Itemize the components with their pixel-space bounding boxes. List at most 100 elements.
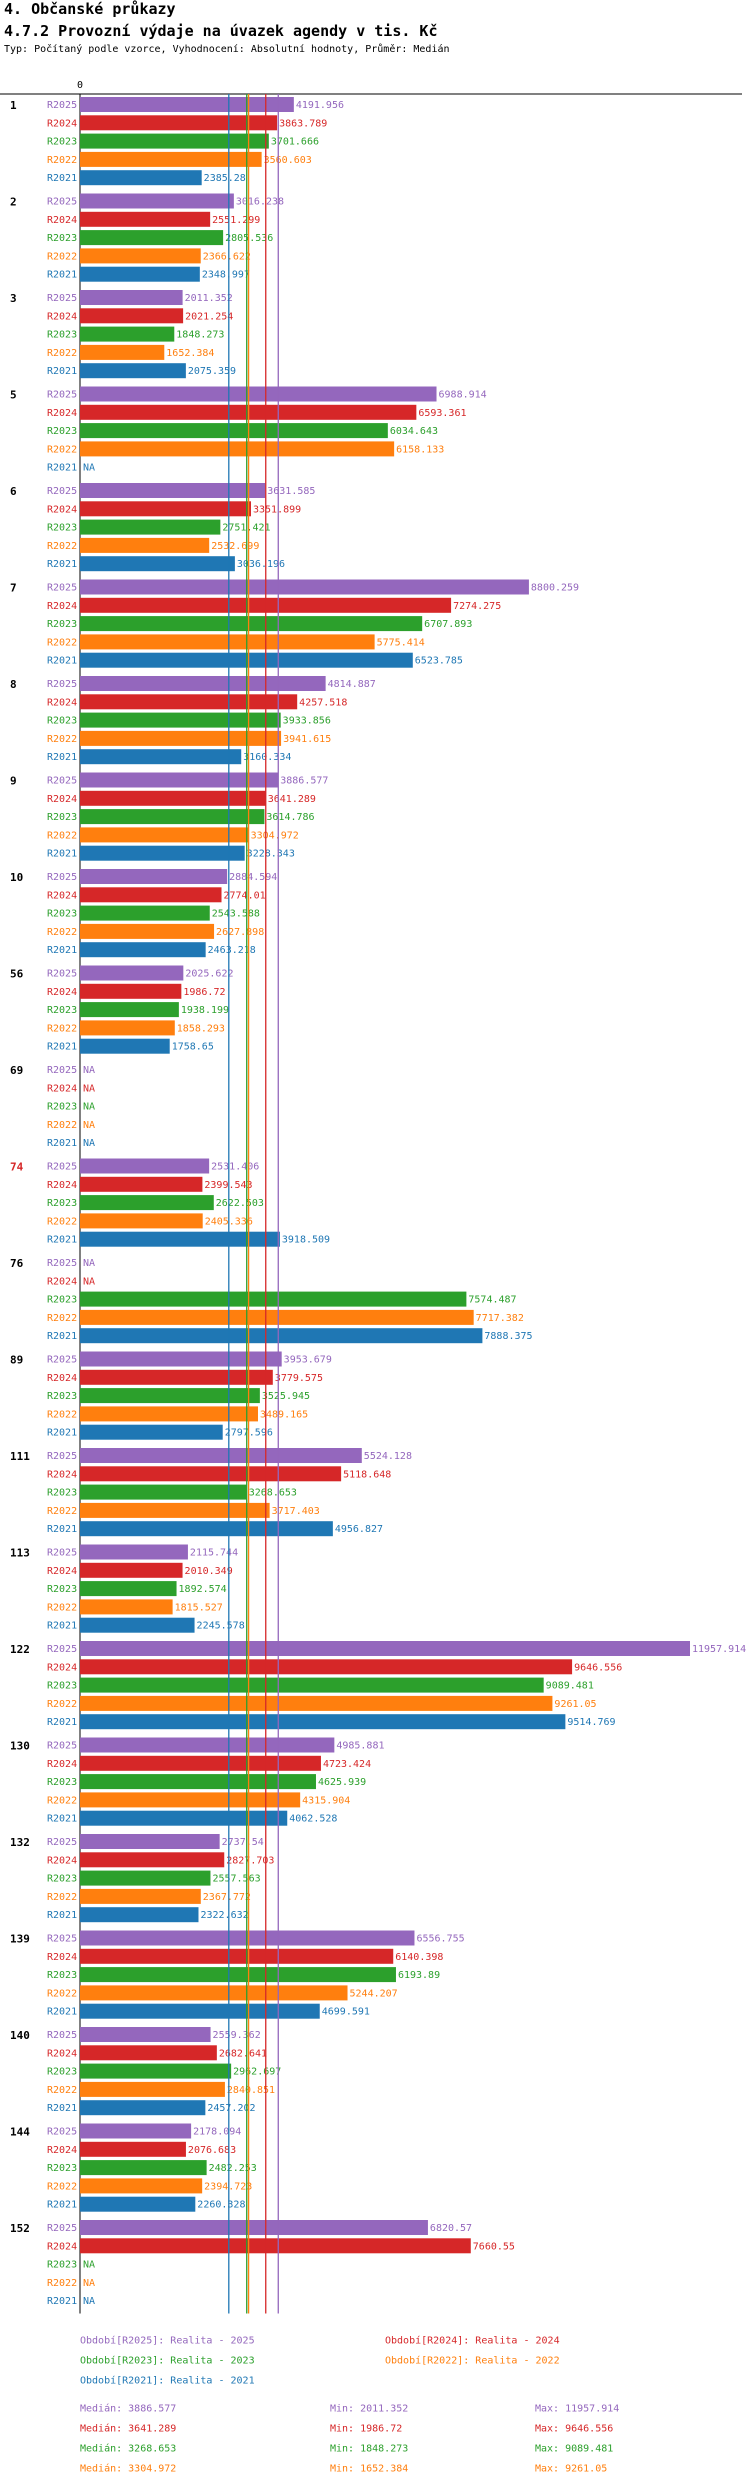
bar [80,1810,288,1826]
data-label: 6523.785 [415,656,463,667]
bar [80,1870,211,1886]
data-label: 7574.487 [468,1295,516,1306]
group-label: 3 [10,292,17,305]
series-label: R2022 [47,2085,77,2096]
data-label: 6140.398 [395,1952,443,1963]
series-label: R2021 [47,1138,77,1149]
bar [80,616,423,632]
bar [80,749,242,765]
data-label: 4062.528 [289,1814,337,1825]
bar [80,2027,211,2042]
series-label: R2023 [47,523,77,534]
series-label: R2024 [47,1083,77,1094]
series-label: R2022 [47,1988,77,1999]
na-label: NA [83,1120,95,1131]
x-axis-zero-label: 0 [77,80,83,91]
data-label: 2482.253 [209,2163,257,2174]
na-label: NA [83,1065,95,1076]
data-label: 1758.65 [172,1042,214,1053]
bar [80,1544,188,1560]
data-label: 3525.945 [262,1391,310,1402]
series-label: R2025 [47,1741,77,1752]
data-label: 2322.632 [200,1910,248,1921]
series-label: R2025 [47,2030,77,2041]
bar [80,1907,199,1923]
data-label: 3863.789 [279,118,327,129]
data-label: 5524.128 [364,1451,412,1462]
data-label: 2737.54 [222,1837,264,1848]
na-label: NA [83,1258,95,1269]
na-label: NA [83,1102,95,1113]
group-label: 144 [10,2126,30,2139]
bar [80,1714,566,1730]
series-label: R2023 [47,1874,77,1885]
legend-median: Medián: 3268.653 [80,2443,176,2455]
data-label: 4723.424 [323,1759,371,1770]
data-label: 9261.05 [554,1699,596,1710]
series-label: R2023 [47,2067,77,2078]
bar [80,1406,258,1422]
na-label: NA [83,1138,95,1149]
group-label: 2 [10,196,17,209]
data-label: 2543.588 [212,909,260,920]
series-label: R2025 [47,1355,77,1366]
data-label: 2260.328 [197,2200,245,2211]
bar [80,2081,225,2097]
bar [80,1291,467,1307]
bar [80,483,266,498]
bar [80,1737,335,1753]
bar [80,1755,321,1771]
series-label: R2023 [47,619,77,630]
bar [80,1948,394,1964]
bar [80,2238,471,2254]
bar [80,1599,173,1615]
legend-max: Max: 11957.914 [535,2404,619,2415]
bar [80,248,201,264]
series-label: R2024 [47,1180,77,1191]
data-label: 1848.273 [176,330,224,341]
data-label: 6158.133 [396,444,444,455]
bar [80,923,215,939]
bar [80,1774,316,1790]
series-label: R2022 [47,1313,77,1324]
series-label: R2025 [47,679,77,690]
legend-entry: Období[R2021]: Realita - 2021 [80,2375,255,2387]
data-label: 4625.939 [318,1777,366,1788]
data-label: 4191.956 [296,100,344,111]
series-label: R2023 [47,812,77,823]
series-label: R2023 [47,1295,77,1306]
data-label: 2682.641 [219,2048,267,2059]
bar [80,2003,320,2019]
data-label: 2076.683 [188,2145,236,2156]
group-label: 1 [10,99,17,112]
data-label: 2840.851 [227,2085,275,2096]
series-label: R2024 [47,118,77,129]
series-label: R2023 [47,1777,77,1788]
data-label: 6556.755 [416,1934,464,1945]
series-label: R2024 [47,2145,77,2156]
bar [80,1388,260,1404]
bar [80,2100,206,2116]
data-label: 3886.577 [280,776,328,787]
data-label: 3614.786 [266,812,314,823]
series-label: R2022 [47,1506,77,1517]
bar [80,1328,483,1344]
bar [80,712,281,728]
series-label: R2022 [47,348,77,359]
data-label: 3631.585 [267,486,315,497]
data-label: 2366.622 [203,251,251,262]
series-label: R2023 [47,716,77,727]
group-label: 152 [10,2222,30,2235]
series-label: R2021 [47,2296,77,2307]
data-label: 7717.382 [476,1313,524,1324]
data-label: 9646.556 [574,1662,622,1673]
series-label: R2025 [47,486,77,497]
series-label: R2025 [47,197,77,208]
bar [80,1562,183,1578]
bar [80,1502,270,1518]
series-label: R2021 [47,270,77,281]
group-label: 56 [10,968,24,981]
bar [80,809,265,825]
data-label: 2025.622 [185,969,233,980]
legend-max: Max: 9089.481 [535,2444,613,2455]
